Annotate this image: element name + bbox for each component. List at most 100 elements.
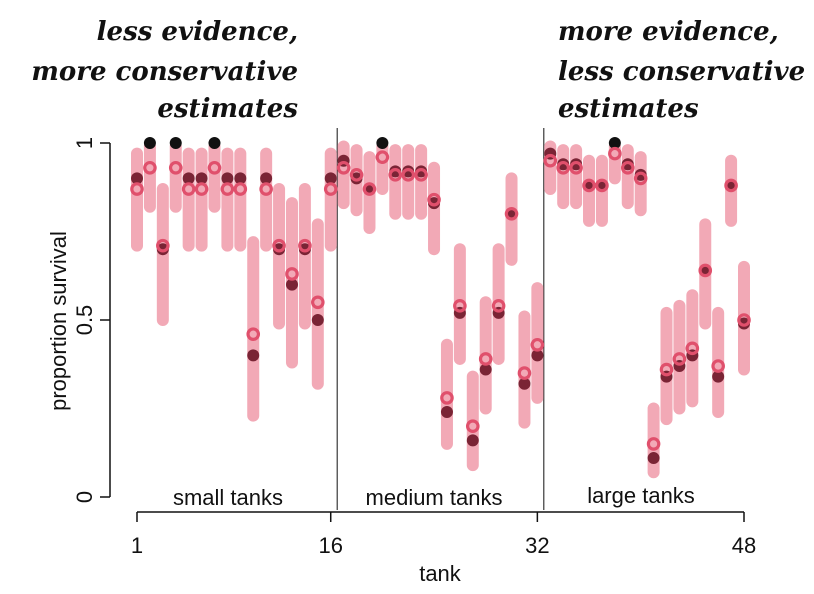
estimate-point — [181, 182, 196, 196]
estimate-point — [633, 171, 648, 186]
y-tick-label: 0.5 — [72, 305, 97, 336]
observed-point — [531, 349, 544, 362]
observed-point — [402, 165, 415, 178]
observed-point — [182, 172, 195, 185]
estimate-point — [220, 182, 235, 196]
estimate-point — [130, 182, 144, 196]
estimate-point — [595, 178, 609, 193]
x-axis: 1 16 32 48 — [131, 511, 756, 558]
observed-point — [570, 158, 583, 171]
estimate-point — [233, 182, 248, 196]
estimate-point — [478, 352, 493, 366]
observed-point — [712, 370, 725, 383]
estimate-point — [401, 168, 416, 182]
estimate-layer — [130, 146, 751, 451]
estimate-point — [388, 168, 403, 182]
observed-point — [738, 317, 750, 330]
observed-point — [285, 278, 298, 291]
estimate-point — [517, 366, 532, 380]
annotation-right-line-2: less conservative — [558, 57, 805, 87]
observed-point — [634, 168, 647, 181]
annotation-left-line-3: estimates — [157, 94, 298, 124]
estimate-point — [285, 267, 299, 281]
estimate-point — [414, 168, 428, 182]
observed-point — [324, 172, 337, 185]
annotation-left-line-1: less evidence, — [97, 17, 298, 47]
estimate-point — [427, 192, 441, 207]
estimate-point — [672, 352, 687, 366]
estimate-point — [349, 168, 364, 182]
observed-point — [440, 406, 453, 419]
estimate-point — [698, 263, 713, 278]
group-label-medium: medium tanks — [366, 485, 503, 510]
x-tick-label: 16 — [318, 533, 342, 558]
observed-point — [260, 172, 273, 185]
estimate-point — [311, 295, 325, 310]
observed-point — [518, 377, 531, 390]
x-axis-title: tank — [419, 561, 462, 586]
estimate-point — [646, 437, 661, 451]
observed-point — [156, 243, 169, 256]
estimate-point — [556, 160, 570, 175]
estimate-point — [298, 238, 312, 253]
x-tick-label: 48 — [732, 533, 756, 558]
estimate-point — [156, 238, 170, 253]
observed-point — [273, 243, 286, 256]
observed-point — [143, 137, 156, 149]
observed-point — [247, 349, 260, 362]
estimate-point — [143, 160, 157, 175]
estimate-point — [246, 327, 261, 341]
estimate-point — [569, 160, 583, 175]
estimate-point — [362, 182, 377, 196]
y-axis-title: proportion survival — [46, 231, 71, 411]
estimate-point — [336, 160, 351, 175]
group-label-large: large tanks — [587, 483, 695, 508]
observed-point — [466, 434, 479, 447]
observed-point — [131, 172, 143, 185]
x-tick-label: 1 — [131, 533, 143, 558]
estimate-point — [491, 299, 506, 313]
group-label-small: small tanks — [173, 485, 283, 510]
group-dividers — [336, 128, 545, 510]
observed-point — [350, 172, 363, 185]
annotation-left-line-2: more conservative — [31, 57, 298, 87]
estimate-point — [504, 207, 519, 221]
estimate-point — [608, 146, 622, 161]
estimate-point — [685, 341, 700, 356]
estimate-point — [737, 313, 751, 327]
estimate-point — [465, 419, 480, 433]
estimate-point — [323, 182, 338, 196]
observed-point — [311, 314, 324, 326]
estimate-point — [620, 160, 635, 175]
estimate-point — [711, 359, 725, 373]
y-tick-label: 1 — [72, 137, 97, 149]
observed-point — [479, 363, 492, 376]
estimate-point — [582, 178, 596, 193]
observed-point — [208, 137, 221, 149]
observed-point — [415, 165, 428, 178]
y-axis: 00.51 — [72, 137, 111, 503]
observed-point — [234, 172, 247, 185]
x-tick-label: 32 — [525, 533, 549, 558]
estimate-point — [440, 391, 454, 405]
estimate-point — [194, 182, 209, 196]
estimate-point — [724, 178, 738, 193]
observed-point — [298, 243, 311, 256]
estimate-point — [375, 150, 390, 164]
observed-point — [389, 165, 402, 178]
observed-point — [608, 137, 621, 149]
estimate-point — [259, 182, 273, 196]
observed-point — [195, 172, 208, 185]
estimate-point — [168, 160, 183, 175]
annotation-right-line-3: estimates — [558, 94, 699, 124]
estimate-point — [207, 160, 222, 175]
annotation-right-line-1: more evidence, — [558, 17, 779, 47]
estimate-point — [659, 362, 674, 377]
estimate-point — [530, 337, 545, 352]
estimate-point — [543, 153, 558, 168]
observed-point — [557, 158, 570, 171]
y-tick-label: 0 — [72, 491, 97, 503]
observed-point — [647, 452, 660, 465]
estimate-point — [272, 238, 286, 253]
